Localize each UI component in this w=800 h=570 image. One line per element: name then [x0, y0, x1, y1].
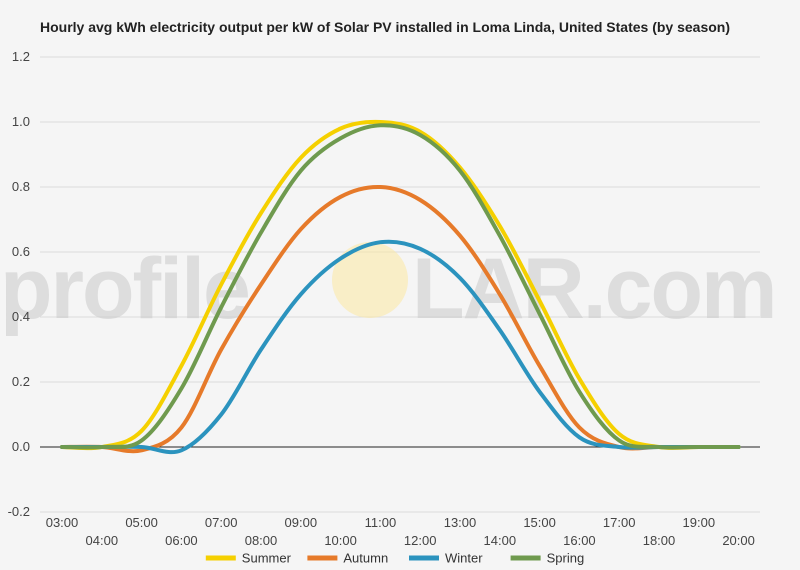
y-tick-label: 0.8 [12, 179, 30, 194]
y-tick-label: 1.0 [12, 114, 30, 129]
legend-label: Summer [242, 551, 292, 566]
watermark-sun-icon [332, 242, 408, 318]
legend-item-winter[interactable]: Winter [409, 551, 483, 566]
x-tick-label: 14:00 [484, 533, 517, 548]
legend-item-spring[interactable]: Spring [510, 551, 585, 566]
y-tick-label: 0.4 [12, 309, 30, 324]
x-tick-label: 05:00 [125, 515, 158, 530]
legend-item-summer[interactable]: Summer [205, 551, 292, 566]
series-line-summer [60, 119, 741, 451]
chart-title: Hourly avg kWh electricity output per kW… [40, 19, 731, 35]
x-tick-label: 12:00 [404, 533, 437, 548]
x-tick-label: 20:00 [722, 533, 755, 548]
x-tick-label: 03:00 [46, 515, 79, 530]
legend: Summer Autumn Winter Spring [205, 551, 585, 566]
x-tick-label: 07:00 [205, 515, 238, 530]
x-tick-label: 17:00 [603, 515, 636, 530]
legend-label: Autumn [343, 551, 388, 566]
grid-lines [40, 56, 760, 513]
legend-item-autumn[interactable]: Autumn [307, 551, 388, 566]
x-tick-label: 06:00 [165, 533, 198, 548]
x-tick-label: 09:00 [285, 515, 318, 530]
x-tick-label: 13:00 [444, 515, 477, 530]
x-tick-label: 18:00 [643, 533, 676, 548]
y-tick-label: 0.0 [12, 439, 30, 454]
x-tick-label: 15:00 [523, 515, 556, 530]
watermark: profile LAR.com [0, 241, 777, 337]
axes: -0.2 0.0 0.2 0.4 0.6 0.8 1.0 1.2 03:00 04:00 05:00… [8, 49, 755, 548]
y-tick-label: -0.2 [8, 504, 30, 519]
y-tick-label: 0.2 [12, 374, 30, 389]
x-tick-label: 08:00 [245, 533, 278, 548]
x-tick-label: 16:00 [563, 533, 596, 548]
x-tick-label: 04:00 [86, 533, 119, 548]
series-lines [60, 119, 741, 455]
watermark-right-text: LAR.com [412, 241, 775, 337]
legend-label: Spring [547, 551, 585, 566]
watermark-left-text: profile [0, 241, 249, 337]
series-line-spring [60, 123, 741, 450]
x-tick-label: 11:00 [365, 515, 397, 530]
y-tick-label: 1.2 [12, 49, 30, 64]
x-tick-label: 19:00 [683, 515, 716, 530]
x-tick-label: 10:00 [324, 533, 357, 548]
series-line-winter [60, 239, 741, 455]
y-tick-label: 0.6 [12, 244, 30, 259]
legend-label: Winter [445, 551, 483, 566]
